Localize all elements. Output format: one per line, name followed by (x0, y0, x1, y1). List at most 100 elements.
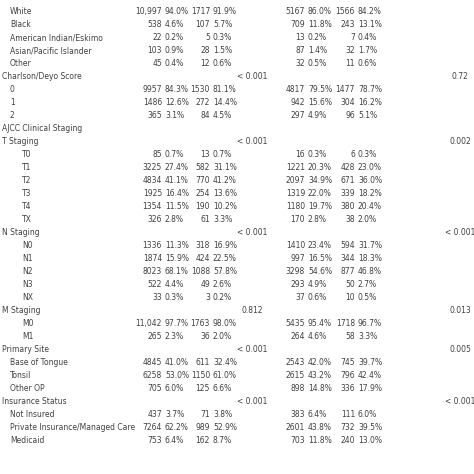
Text: 671: 671 (340, 176, 355, 185)
Text: 0.7%: 0.7% (165, 150, 184, 159)
Text: 272: 272 (196, 98, 210, 107)
Text: 11.8%: 11.8% (308, 436, 332, 445)
Text: 0.013: 0.013 (449, 306, 471, 315)
Text: 318: 318 (196, 241, 210, 250)
Text: 0.3%: 0.3% (165, 293, 184, 302)
Text: 42.4%: 42.4% (358, 371, 382, 380)
Text: 6.4%: 6.4% (308, 410, 327, 419)
Text: 344: 344 (340, 254, 355, 263)
Text: 1: 1 (10, 98, 15, 107)
Text: 125: 125 (196, 384, 210, 393)
Text: 0.5%: 0.5% (358, 293, 377, 302)
Text: Tonsil: Tonsil (10, 371, 31, 380)
Text: 1.7%: 1.7% (358, 46, 377, 55)
Text: 79.5%: 79.5% (308, 85, 332, 94)
Text: 1874: 1874 (143, 254, 162, 263)
Text: 6.4%: 6.4% (165, 436, 184, 445)
Text: 1925: 1925 (143, 189, 162, 198)
Text: 0.6%: 0.6% (358, 59, 377, 68)
Text: 22.5%: 22.5% (213, 254, 237, 263)
Text: 703: 703 (291, 436, 305, 445)
Text: 770: 770 (195, 176, 210, 185)
Text: 23.4%: 23.4% (308, 241, 332, 250)
Text: 11: 11 (346, 59, 355, 68)
Text: 336: 336 (340, 384, 355, 393)
Text: Private Insurance/Managed Care: Private Insurance/Managed Care (10, 423, 135, 432)
Text: 32: 32 (295, 59, 305, 68)
Text: 11.8%: 11.8% (308, 20, 332, 29)
Text: 13.1%: 13.1% (358, 20, 382, 29)
Text: 91.9%: 91.9% (213, 7, 237, 16)
Text: 22.0%: 22.0% (308, 189, 332, 198)
Text: NX: NX (22, 293, 33, 302)
Text: 11.3%: 11.3% (165, 241, 189, 250)
Text: T0: T0 (22, 150, 31, 159)
Text: 3.3%: 3.3% (213, 215, 232, 224)
Text: M1: M1 (22, 332, 33, 341)
Text: 2.7%: 2.7% (358, 280, 377, 289)
Text: N1: N1 (22, 254, 33, 263)
Text: 23.0%: 23.0% (358, 163, 382, 172)
Text: 10: 10 (346, 293, 355, 302)
Text: 732: 732 (340, 423, 355, 432)
Text: 0.3%: 0.3% (358, 150, 377, 159)
Text: 1530: 1530 (191, 85, 210, 94)
Text: 10,997: 10,997 (136, 7, 162, 16)
Text: 1319: 1319 (286, 189, 305, 198)
Text: 4.5%: 4.5% (213, 111, 232, 120)
Text: 36.0%: 36.0% (358, 176, 382, 185)
Text: 2615: 2615 (286, 371, 305, 380)
Text: 20.4%: 20.4% (358, 202, 382, 211)
Text: 17.9%: 17.9% (358, 384, 382, 393)
Text: 4.9%: 4.9% (308, 111, 327, 120)
Text: 28: 28 (201, 46, 210, 55)
Text: 1180: 1180 (286, 202, 305, 211)
Text: 365: 365 (147, 111, 162, 120)
Text: 3225: 3225 (143, 163, 162, 172)
Text: 58: 58 (346, 332, 355, 341)
Text: 15.9%: 15.9% (165, 254, 189, 263)
Text: 1718: 1718 (336, 319, 355, 328)
Text: 4.6%: 4.6% (308, 332, 327, 341)
Text: 796: 796 (340, 371, 355, 380)
Text: 6.0%: 6.0% (165, 384, 184, 393)
Text: < 0.001: < 0.001 (237, 137, 267, 146)
Text: 15.6%: 15.6% (308, 98, 332, 107)
Text: 1088: 1088 (191, 267, 210, 276)
Text: 0.002: 0.002 (449, 137, 471, 146)
Text: 16.2%: 16.2% (358, 98, 382, 107)
Text: 705: 705 (147, 384, 162, 393)
Text: 339: 339 (340, 189, 355, 198)
Text: 898: 898 (291, 384, 305, 393)
Text: 6258: 6258 (143, 371, 162, 380)
Text: 13.6%: 13.6% (213, 189, 237, 198)
Text: 13: 13 (295, 33, 305, 42)
Text: 71: 71 (201, 410, 210, 419)
Text: 594: 594 (340, 241, 355, 250)
Text: 11,042: 11,042 (136, 319, 162, 328)
Text: Not Insured: Not Insured (10, 410, 55, 419)
Text: 2097: 2097 (286, 176, 305, 185)
Text: 78.7%: 78.7% (358, 85, 382, 94)
Text: 1717: 1717 (191, 7, 210, 16)
Text: 3298: 3298 (286, 267, 305, 276)
Text: 0.5%: 0.5% (308, 59, 327, 68)
Text: Other: Other (10, 59, 32, 68)
Text: 3.3%: 3.3% (358, 332, 377, 341)
Text: 84.2%: 84.2% (358, 7, 382, 16)
Text: 6.6%: 6.6% (213, 384, 232, 393)
Text: 16.5%: 16.5% (308, 254, 332, 263)
Text: 2.0%: 2.0% (213, 332, 232, 341)
Text: 0.2%: 0.2% (165, 33, 184, 42)
Text: 4817: 4817 (286, 85, 305, 94)
Text: 0.3%: 0.3% (308, 150, 327, 159)
Text: 16: 16 (295, 150, 305, 159)
Text: 16.4%: 16.4% (165, 189, 189, 198)
Text: 27.4%: 27.4% (165, 163, 189, 172)
Text: N Staging: N Staging (2, 228, 40, 237)
Text: 4.9%: 4.9% (308, 280, 327, 289)
Text: Other OP: Other OP (10, 384, 45, 393)
Text: 3.7%: 3.7% (165, 410, 184, 419)
Text: 0.72: 0.72 (452, 72, 468, 81)
Text: 45: 45 (152, 59, 162, 68)
